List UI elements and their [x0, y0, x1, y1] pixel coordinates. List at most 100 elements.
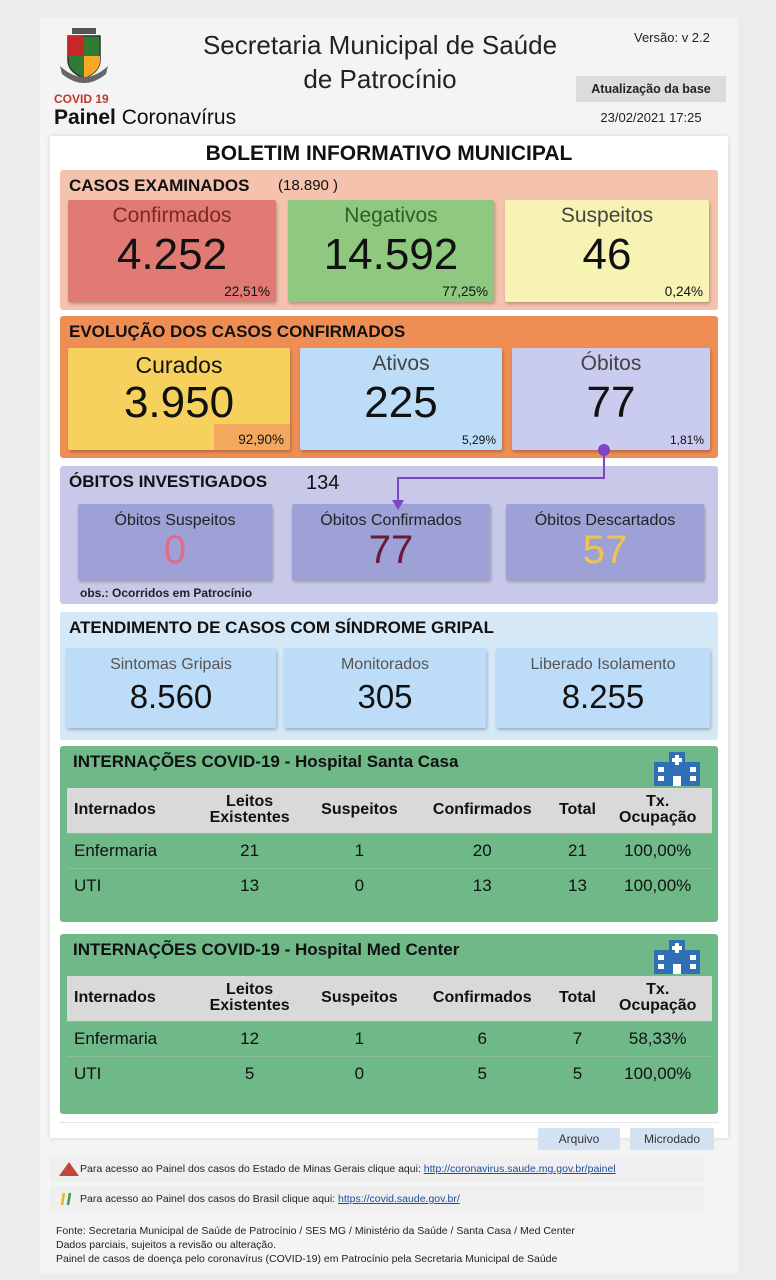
monitorados-box: Monitorados 305 — [284, 648, 486, 728]
evolucao-title: EVOLUÇÃO DOS CASOS CONFIRMADOS — [69, 322, 406, 341]
obitos-suspeitos-box: Óbitos Suspeitos 0 — [78, 504, 272, 580]
table-cell: 13 — [413, 867, 552, 903]
obitos-value: 77 — [586, 378, 636, 427]
hospital-santa-casa-section: INTERNAÇÕES COVID-19 - Hospital Santa Ca… — [60, 746, 718, 922]
version-label: Versão: v 2.2 — [634, 30, 710, 45]
sintomas-label: Sintomas Gripais — [110, 656, 232, 673]
hosp2-title: INTERNAÇÕES COVID-19 - Hospital Med Cent… — [73, 940, 460, 959]
curados-box: Curados 3.950 92,90% — [68, 348, 290, 450]
evolucao-section: EVOLUÇÃO DOS CASOS CONFIRMADOS Curados 3… — [60, 316, 718, 458]
suspeitos-pct: 0,24% — [664, 284, 703, 299]
negativos-pct: 77,25% — [442, 284, 488, 299]
painel-title: Painel Coronavírus — [54, 106, 236, 130]
sintomas-value: 8.560 — [129, 678, 213, 715]
table-cell: 21 — [193, 832, 306, 868]
table-cell: 1 — [305, 832, 414, 868]
painel-bold: Painel — [54, 106, 116, 129]
divider — [60, 1122, 718, 1123]
casos-total: (18.890 ) — [278, 177, 339, 194]
table-cell: Enfermaria — [67, 832, 194, 868]
obitos-inv-title: ÓBITOS INVESTIGADOS — [69, 472, 268, 491]
table-header-cell: Total — [551, 788, 604, 833]
table-header-cell: Confirmados — [413, 976, 552, 1021]
update-date: 23/02/2021 17:25 — [600, 110, 702, 125]
table-cell: 58,33% — [603, 1020, 712, 1056]
curados-label: Curados — [135, 352, 223, 378]
hospital-building-icon — [654, 752, 700, 786]
table-cell: UTI — [67, 1055, 194, 1091]
table-cell: 7 — [551, 1020, 604, 1056]
table-cell: 1 — [305, 1020, 414, 1056]
table-row: UTI 5 0 5 5 100,00% — [67, 1055, 712, 1091]
negativos-box: Negativos 14.592 77,25% — [288, 200, 494, 302]
br-link-row: Para acesso ao Painel dos casos do Brasi… — [50, 1186, 704, 1212]
table-cell: 12 — [193, 1020, 306, 1056]
hospital-med-center-section: INTERNAÇÕES COVID-19 - Hospital Med Cent… — [60, 934, 718, 1114]
liberado-value: 8.255 — [561, 678, 645, 715]
table-cell: 0 — [305, 1055, 414, 1091]
table-header-cell: Internados — [67, 976, 194, 1021]
table-cell: 5 — [551, 1055, 604, 1091]
page-title: Secretaria Municipal de Saúde de Patrocí… — [180, 28, 580, 96]
hosp1-table: Internados Leitos Existentes Suspeitos Conf… — [67, 788, 712, 903]
ativos-label: Ativos — [372, 352, 430, 375]
arquivo-button[interactable]: Arquivo — [538, 1128, 620, 1150]
liberado-label: Liberado Isolamento — [530, 656, 676, 673]
table-header-cell: Total — [551, 976, 604, 1021]
obitos-descartados-value: 57 — [582, 528, 628, 572]
microdado-button[interactable]: Microdado — [630, 1128, 714, 1150]
curados-value: 3.950 — [123, 378, 235, 427]
boletim-title: BOLETIM INFORMATIVO MUNICIPAL — [205, 142, 573, 165]
table-cell: 0 — [305, 867, 414, 903]
curados-pct-bg — [214, 424, 290, 450]
hosp2-header-row: Internados Leitos Existentes Suspeitos Conf… — [67, 976, 712, 1021]
footer-line-1: Fonte: Secretaria Municipal de Saúde de … — [56, 1225, 575, 1237]
obitos-pct: 1,81% — [669, 433, 704, 447]
confirmados-box: Confirmados 4.252 22,51% — [68, 200, 276, 302]
table-header-cell: Tx. Ocupação — [603, 976, 712, 1021]
obitos-descartados-label: Óbitos Descartados — [534, 512, 676, 529]
confirmados-label: Confirmados — [112, 204, 232, 227]
liberado-box: Liberado Isolamento 8.255 — [496, 648, 710, 728]
table-row: Enfermaria 12 1 6 7 58,33% — [67, 1020, 712, 1056]
obitos-suspeitos-value: 0 — [163, 528, 187, 572]
negativos-value: 14.592 — [323, 230, 459, 279]
mg-link[interactable]: http://coronavirus.saude.mg.gov.br/paine… — [423, 1163, 616, 1175]
monitorados-label: Monitorados — [340, 656, 430, 673]
monitorados-value: 305 — [357, 678, 413, 715]
hosp1-header-row: Internados Leitos Existentes Suspeitos Conf… — [67, 788, 712, 833]
casos-title: CASOS EXAMINADOS — [69, 176, 250, 195]
table-cell: 13 — [551, 867, 604, 903]
casos-examinados-section: CASOS EXAMINADOS (18.890 ) Confirmados 4… — [60, 170, 718, 310]
obitos-confirmados-box: Óbitos Confirmados 77 — [292, 504, 490, 580]
brazil-stripes-icon — [60, 1192, 72, 1206]
obitos-label: Óbitos — [580, 352, 642, 375]
triangle-icon — [59, 1162, 79, 1176]
obitos-box: Óbitos 77 1,81% — [512, 348, 710, 450]
table-cell: 20 — [413, 832, 552, 868]
footer-line-2: Dados parciais, sujeitos a revisão ou al… — [56, 1239, 277, 1251]
covid-tag: COVID 19 — [54, 92, 109, 106]
page: COVID 19 Painel Coronavírus Secretaria M… — [40, 18, 738, 1274]
table-cell: 5 — [413, 1055, 552, 1091]
table-cell: 100,00% — [603, 1055, 712, 1091]
curados-pct: 92,90% — [238, 432, 284, 447]
table-header-cell: Leitos Existentes — [193, 788, 306, 833]
table-header-cell: Internados — [67, 788, 194, 833]
hosp2-table: Internados Leitos Existentes Suspeitos Conf… — [67, 976, 712, 1091]
mg-link-row: Para acesso ao Painel dos casos do Estad… — [50, 1156, 704, 1182]
table-cell: 13 — [193, 867, 306, 903]
title-line-1: Secretaria Municipal de Saúde — [202, 30, 558, 60]
obitos-investigados-section: ÓBITOS INVESTIGADOS 134 Óbitos Suspeitos… — [60, 466, 718, 604]
table-cell: 100,00% — [603, 832, 712, 868]
table-cell: 6 — [413, 1020, 552, 1056]
dashboard-card: BOLETIM INFORMATIVO MUNICIPAL CASOS EXAM… — [50, 136, 728, 1138]
obitos-suspeitos-label: Óbitos Suspeitos — [114, 512, 236, 529]
table-header-cell: Leitos Existentes — [193, 976, 306, 1021]
br-link[interactable]: https://covid.saude.gov.br/ — [337, 1193, 460, 1205]
municipal-coat-of-arms-icon — [60, 28, 108, 83]
table-row: UTI 13 0 13 13 100,00% — [67, 867, 712, 903]
confirmados-value: 4.252 — [116, 230, 228, 279]
obitos-obs: obs.: Ocorridos em Patrocínio — [80, 586, 253, 600]
hospital-building-icon — [654, 940, 700, 974]
